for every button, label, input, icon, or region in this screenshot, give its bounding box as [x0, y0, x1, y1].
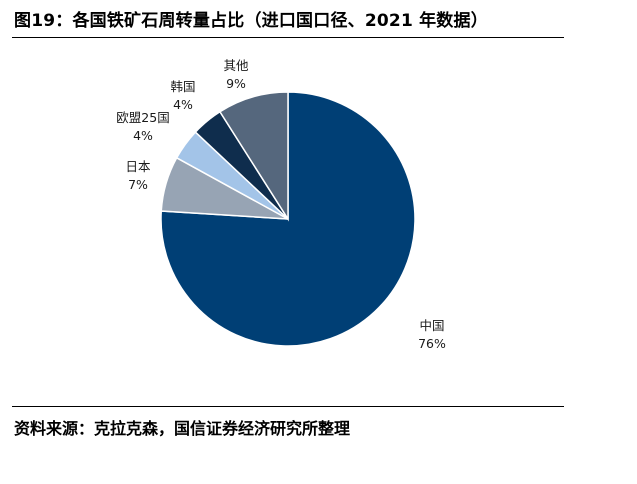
pie-slices — [160, 91, 416, 347]
pie-slice-1 — [160, 91, 416, 347]
bottom-rule — [12, 406, 564, 407]
chart-title: 图19：各国铁矿石周转量占比（进口国口径、2021 年数据） — [14, 11, 488, 31]
source-note: 资料来源：克拉克森，国信证券经济研究所整理 — [14, 419, 351, 438]
slice-value-label: 76% — [418, 336, 446, 351]
slice-name-label: 中国 — [419, 318, 444, 333]
pie-slice-5 — [218, 91, 289, 222]
slice-name-label: 韩国 — [170, 79, 195, 94]
slice-value-label: 7% — [128, 177, 148, 192]
slice-name-label: 欧盟25国 — [116, 110, 169, 125]
slice-value-label: 4% — [173, 97, 193, 112]
slice-value-label: 4% — [133, 128, 153, 143]
slice-name-label: 其他 — [223, 58, 249, 73]
slice-name-label: 日本 — [125, 159, 151, 174]
top-rule — [12, 37, 564, 38]
pie-labels: 中国 76% 日本 7% 欧盟25国 4% 韩国 4% 其他 9% — [116, 58, 446, 351]
slice-value-label: 9% — [226, 76, 246, 91]
